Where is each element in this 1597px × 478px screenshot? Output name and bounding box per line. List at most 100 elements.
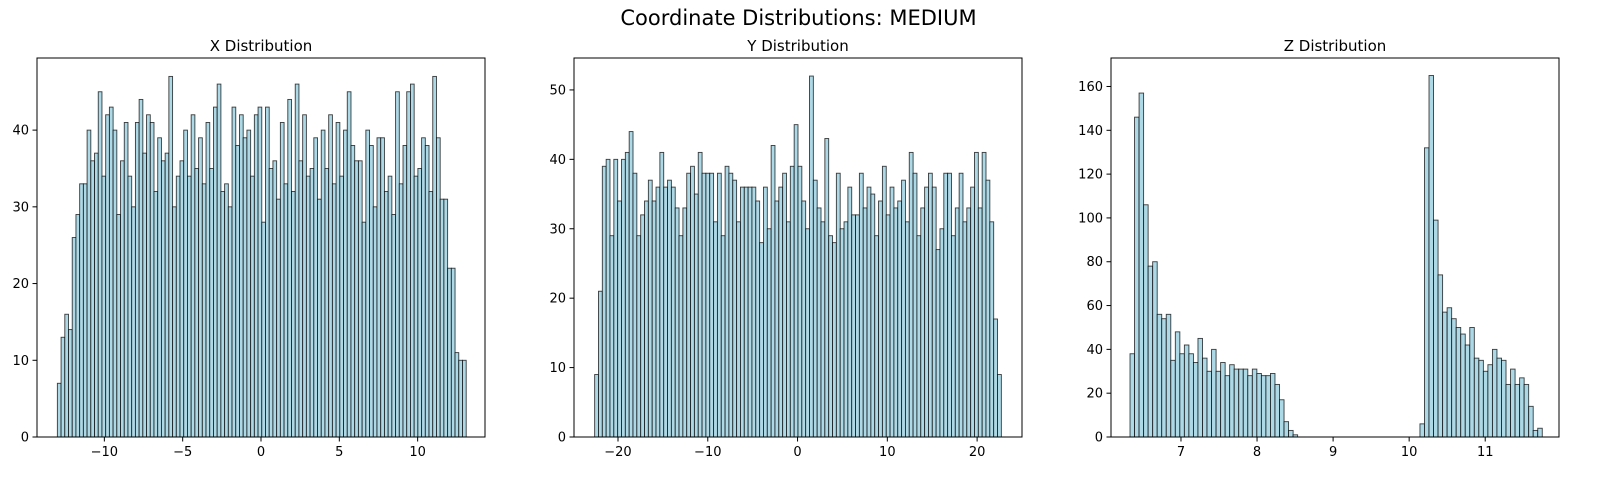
histogram-bar bbox=[728, 172, 734, 438]
x-tick-label: 10 bbox=[879, 445, 896, 460]
histogram-bar bbox=[1460, 333, 1466, 438]
histogram-bar bbox=[985, 179, 991, 438]
histogram-bar bbox=[962, 221, 968, 438]
histogram-bar bbox=[839, 228, 845, 438]
histogram-bar bbox=[1424, 147, 1430, 438]
histogram-bar bbox=[874, 235, 880, 438]
histogram-bar bbox=[339, 175, 345, 438]
histogram-bar bbox=[205, 121, 211, 438]
histogram-bar bbox=[164, 152, 170, 438]
histogram-bar bbox=[350, 145, 356, 438]
histogram-bar bbox=[816, 207, 822, 438]
histogram-bar bbox=[954, 207, 960, 438]
histogram-bar bbox=[276, 198, 281, 438]
histogram-bar bbox=[160, 160, 166, 438]
histogram-bar bbox=[391, 214, 397, 438]
histogram-bar bbox=[313, 137, 318, 438]
histogram-bar bbox=[279, 121, 285, 438]
histogram-bar bbox=[71, 237, 77, 438]
histogram-bar bbox=[1215, 370, 1222, 438]
histogram-bar bbox=[328, 114, 333, 438]
histogram-bar bbox=[970, 186, 975, 438]
histogram-bar bbox=[651, 200, 657, 438]
histogram-bar bbox=[1161, 318, 1167, 438]
histogram-bar bbox=[1428, 75, 1434, 438]
histogram-bar bbox=[1165, 313, 1172, 438]
histogram-bar bbox=[766, 228, 772, 438]
histogram-bar bbox=[402, 145, 408, 438]
histogram-bar bbox=[406, 91, 411, 438]
histogram-bar bbox=[1433, 219, 1439, 438]
histogram-bar bbox=[138, 98, 144, 438]
x-tick-label: 8 bbox=[1253, 445, 1261, 460]
histogram-bar bbox=[1233, 368, 1240, 438]
histogram-bar bbox=[885, 214, 891, 438]
histogram-bar bbox=[893, 207, 899, 438]
histogram-bar bbox=[908, 151, 914, 438]
histogram-bar bbox=[1482, 370, 1489, 438]
histogram-bar bbox=[56, 382, 62, 438]
histogram-bar bbox=[981, 151, 987, 438]
histogram-bar bbox=[977, 207, 983, 438]
histogram-bar bbox=[1473, 357, 1480, 438]
histogram-bar bbox=[112, 129, 118, 438]
histogram-bar bbox=[343, 129, 348, 438]
histogram-bar bbox=[1491, 348, 1498, 438]
histogram-bar bbox=[1532, 429, 1539, 438]
histogram-bar bbox=[179, 160, 185, 438]
y-tick-label: 20 bbox=[1086, 387, 1103, 402]
histogram-bar bbox=[265, 106, 270, 438]
histogram-bar bbox=[227, 206, 233, 438]
histogram-bar bbox=[294, 83, 300, 438]
histogram-bar bbox=[678, 235, 684, 438]
histogram-bar bbox=[993, 318, 998, 438]
histogram-bar bbox=[287, 98, 292, 438]
histogram-bar bbox=[609, 235, 615, 438]
histogram-bar bbox=[690, 165, 695, 438]
histogram-bar bbox=[1238, 368, 1244, 438]
histogram-bar bbox=[709, 172, 715, 438]
histogram-bar bbox=[305, 175, 311, 438]
histogram-bar bbox=[763, 186, 768, 438]
y-tick-label: 120 bbox=[1078, 168, 1103, 183]
histogram-bar bbox=[79, 183, 84, 438]
histogram-bar bbox=[732, 179, 738, 438]
histogram-bar bbox=[142, 152, 148, 438]
histogram-bar bbox=[198, 137, 203, 438]
histogram-bar bbox=[1288, 429, 1294, 438]
histogram-bar bbox=[153, 191, 159, 438]
histogram-bar bbox=[298, 160, 304, 438]
y-tick-label: 140 bbox=[1078, 124, 1103, 139]
histogram-bar bbox=[801, 200, 807, 438]
histogram-bar bbox=[201, 183, 207, 438]
histogram-bar bbox=[594, 374, 599, 438]
histogram-bar bbox=[108, 106, 114, 438]
histogram-bar bbox=[1523, 383, 1530, 438]
histogram-bar bbox=[346, 91, 352, 438]
histogram-bar bbox=[324, 168, 330, 438]
histogram-bar bbox=[354, 160, 359, 438]
histogram-bar bbox=[770, 145, 776, 438]
histogram-bar bbox=[828, 235, 833, 438]
histogram-bar bbox=[693, 193, 699, 438]
histogram-bar bbox=[1129, 353, 1135, 438]
histogram-bar bbox=[239, 114, 244, 438]
histogram-bar bbox=[432, 75, 437, 438]
histogram-bar bbox=[866, 186, 872, 438]
histogram-bar bbox=[395, 91, 400, 438]
histogram-bar bbox=[1510, 368, 1516, 438]
histogram-bar bbox=[361, 221, 367, 438]
histogram-bar bbox=[1206, 370, 1213, 438]
histogram-bar bbox=[268, 168, 274, 438]
x-tick-label: 7 bbox=[1177, 445, 1185, 460]
histogram-bar bbox=[1197, 337, 1203, 438]
histogram-bar bbox=[739, 186, 745, 438]
histogram-bar bbox=[1260, 375, 1267, 438]
x-tick-label: 0 bbox=[793, 445, 801, 460]
histogram-bar bbox=[447, 267, 452, 438]
histogram-bar bbox=[870, 193, 876, 438]
histogram-bar bbox=[376, 137, 382, 438]
histogram-bar bbox=[835, 172, 841, 438]
histogram-bar bbox=[1496, 357, 1502, 438]
